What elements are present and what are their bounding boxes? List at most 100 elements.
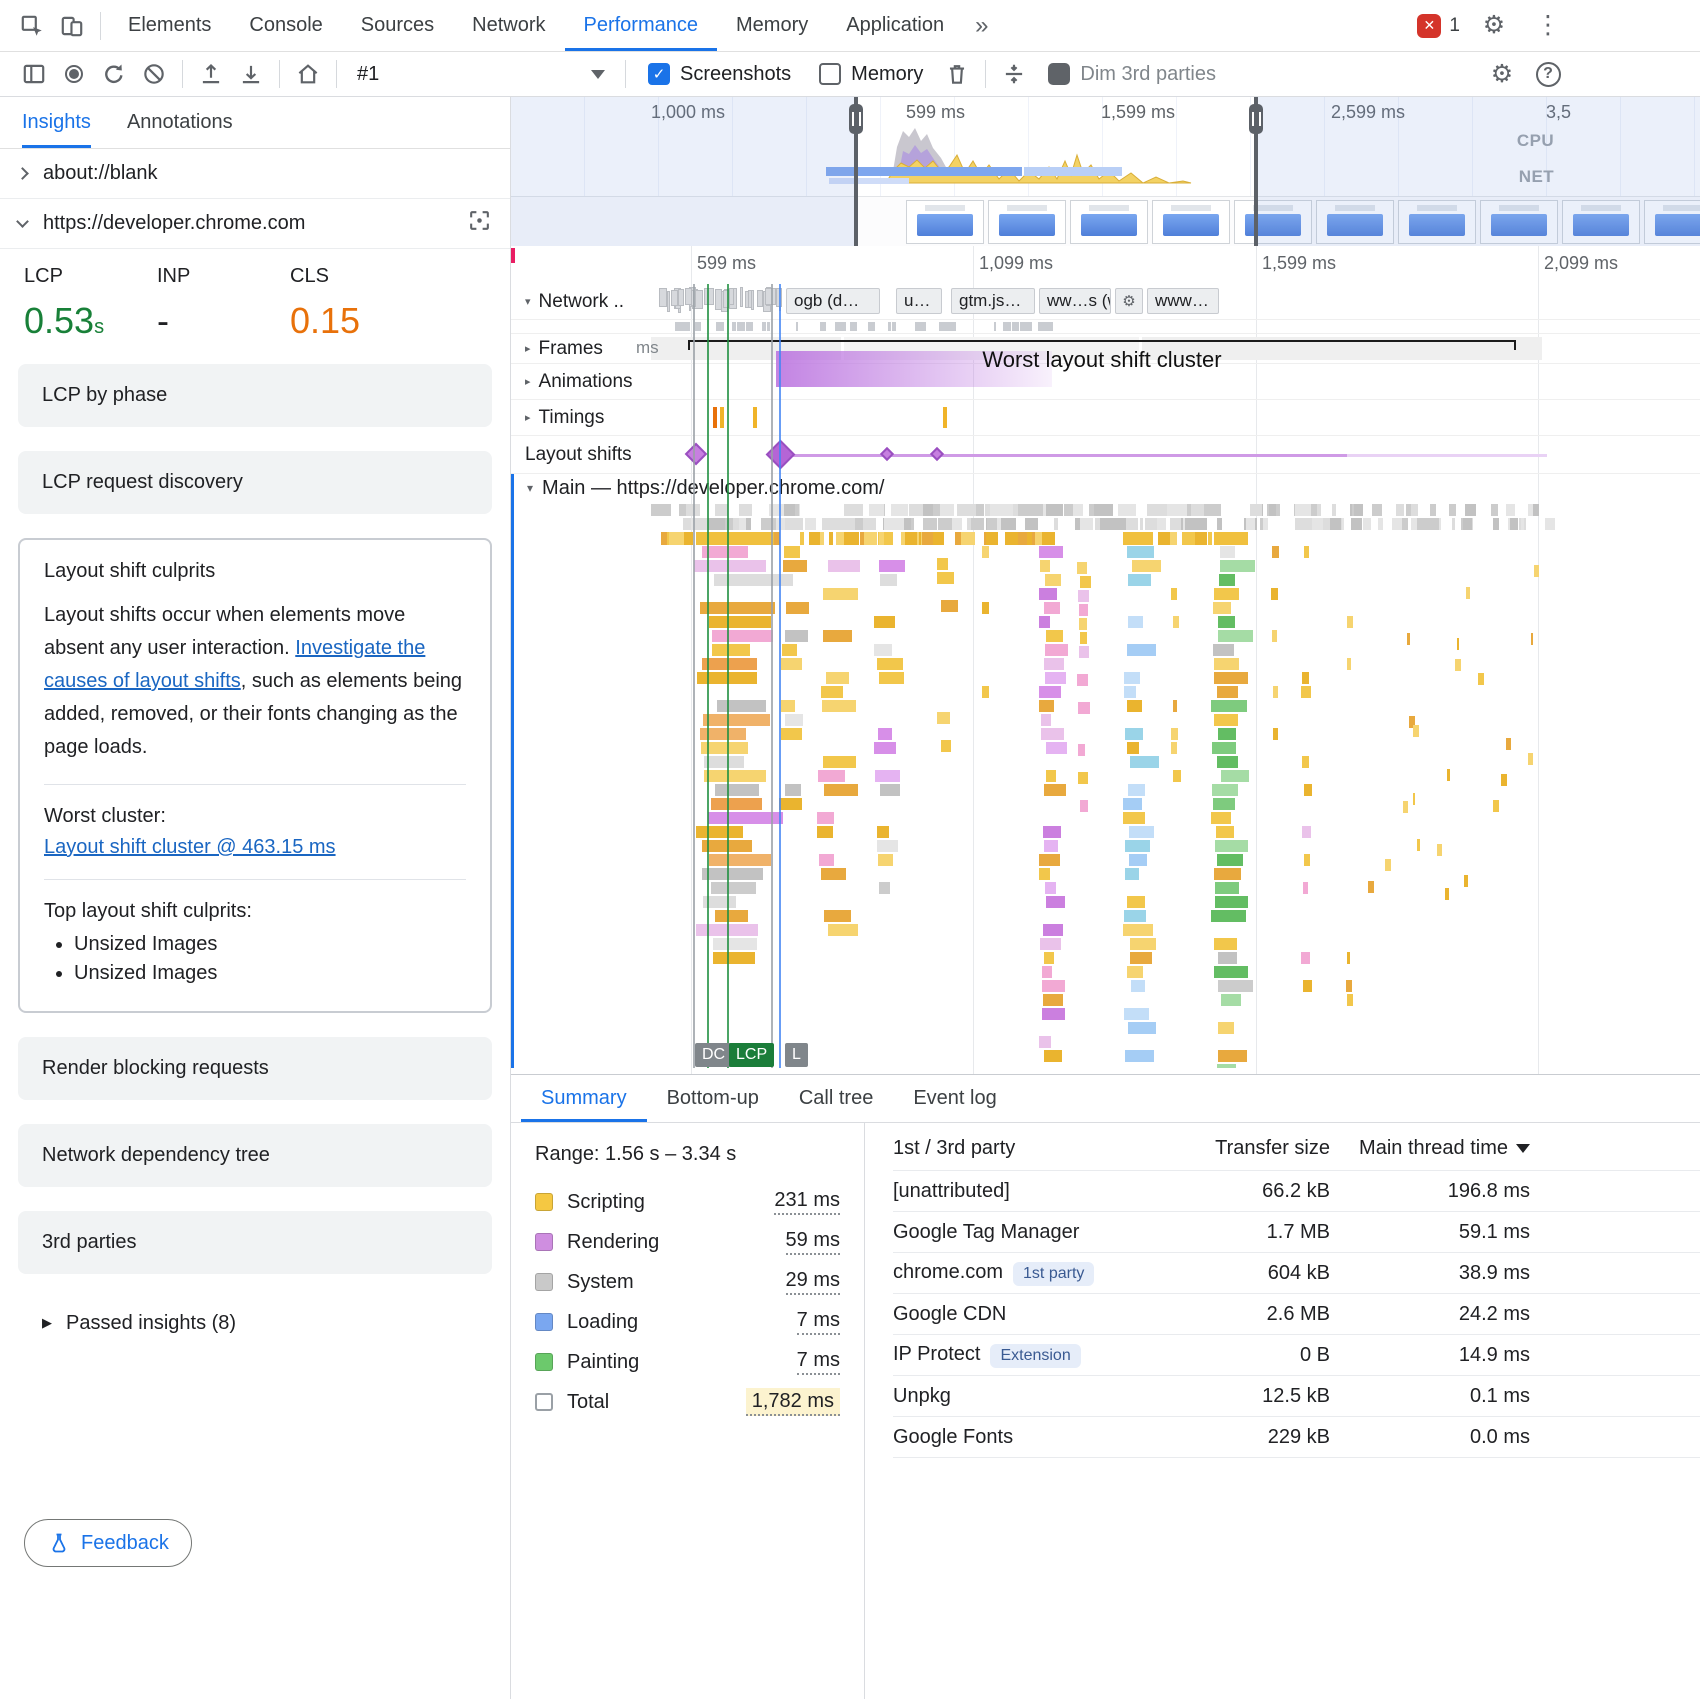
device-toolbar-icon[interactable] xyxy=(52,8,92,44)
screenshot-thumbnail[interactable] xyxy=(1480,200,1558,244)
rendering-time[interactable]: 59 ms xyxy=(785,1229,840,1255)
load-profile-icon[interactable] xyxy=(191,56,231,92)
table-row[interactable]: [unattributed] 66.2 kB 196.8 ms xyxy=(893,1171,1700,1212)
timeline-panel[interactable]: 599 ms 1,099 ms 1,599 ms 2,099 ms ogb (d… xyxy=(511,246,1700,1074)
insight-card-3rd-parties[interactable]: 3rd parties xyxy=(18,1211,492,1274)
tab-performance[interactable]: Performance xyxy=(565,0,718,51)
toggle-sidebar-icon[interactable] xyxy=(14,56,54,92)
insight-card-render-blocking[interactable]: Render blocking requests xyxy=(18,1037,492,1100)
insight-card-lcp-by-phase[interactable]: LCP by phase xyxy=(18,364,492,427)
settings-gear-icon[interactable]: ⚙ xyxy=(1482,11,1506,39)
timeline-overview[interactable]: 1,000 ms 599 ms 1,599 ms 2,599 ms 3,5 CP… xyxy=(511,97,1700,246)
layout-shift-cluster-highlight[interactable] xyxy=(776,351,1052,387)
network-request-chip[interactable]: ogb (d… xyxy=(786,288,880,314)
memory-checkbox[interactable] xyxy=(819,63,842,85)
loading-time[interactable]: 7 ms xyxy=(796,1309,840,1335)
network-request-chip[interactable]: gtm.js… xyxy=(951,288,1035,314)
timing-marker[interactable] xyxy=(753,407,757,428)
page-row-about-blank[interactable]: about://blank xyxy=(0,149,510,199)
total-time[interactable]: 1,782 ms xyxy=(745,1388,840,1416)
screenshot-thumbnail[interactable] xyxy=(906,200,984,244)
tab-summary[interactable]: Summary xyxy=(521,1075,647,1122)
insight-card-layout-shift-culprits[interactable]: Layout shift culprits Layout shifts occu… xyxy=(18,538,492,1013)
kebab-menu-icon[interactable]: ⋮ xyxy=(1535,11,1561,39)
animations-track-label[interactable]: ▸ Animations xyxy=(517,369,641,394)
record-button[interactable] xyxy=(54,56,94,92)
passed-insights-row[interactable]: ▶ Passed insights (8) xyxy=(18,1298,492,1348)
memory-checkbox-group[interactable]: Memory xyxy=(819,63,923,86)
screenshots-checkbox[interactable]: ✓ xyxy=(648,63,670,85)
layout-shifts-track-label[interactable]: Layout shifts xyxy=(517,442,640,467)
tab-insights[interactable]: Insights xyxy=(22,97,91,148)
metric-inp[interactable]: INP - xyxy=(157,265,191,341)
clear-button[interactable] xyxy=(134,56,174,92)
screenshot-thumbnail[interactable] xyxy=(988,200,1066,244)
screenshot-thumbnail[interactable] xyxy=(1234,200,1312,244)
col-transfer-size[interactable]: Transfer size xyxy=(1215,1137,1330,1159)
metric-cls[interactable]: CLS 0.15 xyxy=(290,265,361,341)
tab-network[interactable]: Network xyxy=(472,14,546,36)
table-row[interactable]: Google Fonts 229 kB 0.0 ms xyxy=(893,1417,1700,1458)
feedback-button[interactable]: Feedback xyxy=(24,1519,192,1567)
network-track[interactable]: ogb (d… u… gtm.js… ww…s (w… ⚙ www… ▾Netw… xyxy=(511,284,1700,320)
investigate-link[interactable]: Investigate the causes of layout shifts xyxy=(44,637,426,692)
lcp-marker-badge[interactable]: LCP xyxy=(729,1043,775,1067)
dim-3rd-parties-control[interactable]: Dim 3rd parties xyxy=(1048,63,1216,86)
collapse-sections-icon[interactable] xyxy=(994,56,1034,92)
tab-elements[interactable]: Elements xyxy=(128,14,212,36)
screenshot-thumbnail[interactable] xyxy=(1562,200,1640,244)
network-request-chip[interactable]: u… xyxy=(896,288,942,314)
timing-marker[interactable] xyxy=(713,407,717,428)
dim-3rd-parties-icon[interactable] xyxy=(1048,63,1071,85)
painting-time[interactable]: 7 ms xyxy=(796,1349,840,1375)
table-row[interactable]: Google CDN 2.6 MB 24.2 ms xyxy=(893,1294,1700,1335)
record-and-reload-button[interactable] xyxy=(94,56,134,92)
help-icon[interactable]: ? xyxy=(1528,56,1568,92)
timing-marker[interactable] xyxy=(943,407,947,428)
recording-history-select[interactable]: #1 xyxy=(345,57,617,91)
dcl-marker-badge[interactable]: DC xyxy=(695,1043,733,1067)
capture-settings-gear-icon[interactable]: ⚙ xyxy=(1490,59,1514,88)
timings-track[interactable]: ▸ Timings xyxy=(511,400,1700,436)
layout-shift-diamond[interactable] xyxy=(684,442,708,466)
inspect-element-icon[interactable] xyxy=(12,8,52,44)
flame-chart[interactable] xyxy=(511,502,1700,1068)
error-badge[interactable]: ✕ 1 xyxy=(1417,13,1460,38)
screenshot-filmstrip[interactable] xyxy=(511,196,1700,246)
capture-screenshot-icon[interactable] xyxy=(467,208,492,239)
screenshot-thumbnail[interactable] xyxy=(1070,200,1148,244)
tab-bottom-up[interactable]: Bottom-up xyxy=(666,1087,759,1109)
scripting-time[interactable]: 231 ms xyxy=(774,1189,840,1215)
tab-annotations[interactable]: Annotations xyxy=(126,111,233,133)
load-marker-badge[interactable]: L xyxy=(785,1043,808,1067)
screenshot-thumbnail[interactable] xyxy=(1316,200,1394,244)
table-row[interactable]: IP Protect Extension 0 B 14.9 ms xyxy=(893,1335,1700,1376)
collect-garbage-icon[interactable] xyxy=(937,56,977,92)
more-tabs-icon[interactable]: » xyxy=(975,11,989,39)
screenshot-thumbnail[interactable] xyxy=(1644,200,1700,244)
tab-application[interactable]: Application xyxy=(846,14,945,36)
table-row[interactable]: Unpkg 12.5 kB 0.1 ms xyxy=(893,1376,1700,1417)
table-row[interactable]: Google Tag Manager 1.7 MB 59.1 ms xyxy=(893,1212,1700,1253)
live-metrics-home-icon[interactable] xyxy=(288,56,328,92)
window-handle-left[interactable] xyxy=(849,97,863,246)
layout-shifts-track[interactable]: Layout shifts xyxy=(511,436,1700,474)
save-profile-icon[interactable] xyxy=(231,56,271,92)
timing-marker[interactable] xyxy=(720,407,724,428)
metric-lcp[interactable]: LCP 0.53s xyxy=(24,265,105,341)
gear-request-icon[interactable]: ⚙ xyxy=(1115,288,1143,314)
window-handle-right[interactable] xyxy=(1249,97,1263,246)
layout-shift-diamond[interactable] xyxy=(879,446,895,462)
insight-card-lcp-request-discovery[interactable]: LCP request discovery xyxy=(18,451,492,514)
network-request-chip[interactable]: www… xyxy=(1147,288,1219,314)
main-thread-header[interactable]: ▾ Main — https://developer.chrome.com/ xyxy=(527,476,885,499)
frames-track-label[interactable]: ▸ Frames xyxy=(517,336,611,361)
screenshots-checkbox-group[interactable]: ✓ Screenshots xyxy=(648,63,791,86)
insight-card-network-dependency-tree[interactable]: Network dependency tree xyxy=(18,1124,492,1187)
col-party[interactable]: 1st / 3rd party xyxy=(893,1137,1016,1159)
col-main-thread-time[interactable]: Main thread time xyxy=(1330,1137,1530,1160)
animations-track[interactable]: ▸ Animations xyxy=(511,364,1700,400)
worst-cluster-link[interactable]: Layout shift cluster @ 463.15 ms xyxy=(44,836,336,858)
table-row[interactable]: chrome.com 1st party 604 kB 38.9 ms xyxy=(893,1253,1700,1294)
tab-call-tree[interactable]: Call tree xyxy=(798,1087,874,1109)
